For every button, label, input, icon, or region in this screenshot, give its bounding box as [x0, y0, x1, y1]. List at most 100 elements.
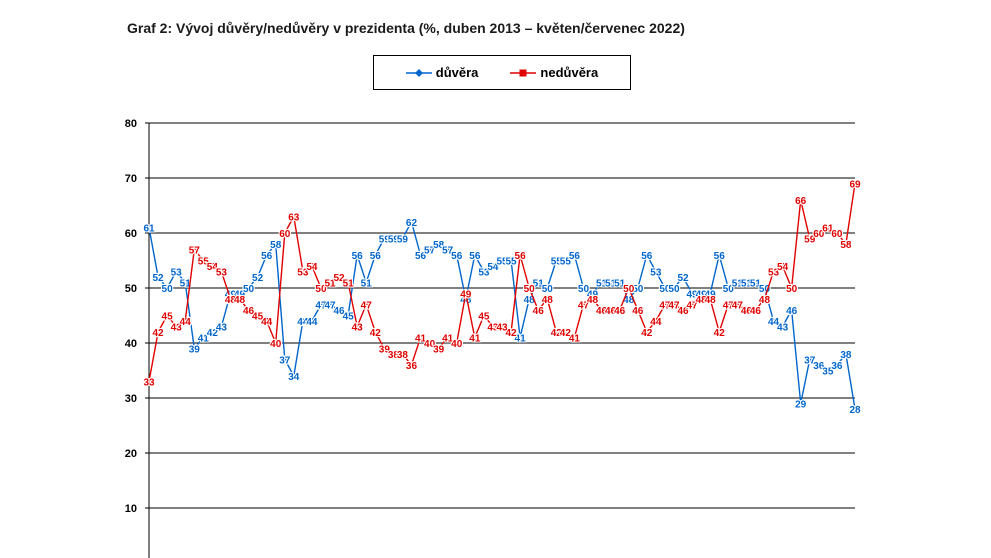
- data-point-neduvera: [381, 345, 388, 352]
- data-point-neduvera: [299, 268, 306, 275]
- data-point-neduvera: [182, 318, 189, 324]
- data-label-duvera: 56: [451, 251, 463, 262]
- data-label-neduvera: 55: [198, 257, 210, 268]
- data-point-duvera: [345, 312, 352, 319]
- data-label-neduvera: 38: [388, 350, 400, 361]
- data-label-neduvera: 48: [696, 295, 708, 306]
- data-label-duvera: 50: [542, 284, 554, 295]
- data-point-neduvera: [607, 307, 614, 313]
- data-label-neduvera: 43: [496, 323, 508, 334]
- data-label-duvera: 55: [505, 257, 517, 268]
- data-label-duvera: 35: [822, 367, 834, 378]
- data-label-duvera: 53: [171, 268, 183, 279]
- data-point-neduvera: [254, 312, 261, 319]
- data-point-duvera: [245, 285, 252, 291]
- data-point-neduvera: [345, 279, 352, 286]
- data-label-neduvera: 51: [343, 279, 355, 290]
- data-label-duvera: 50: [659, 284, 671, 295]
- data-label-neduvera: 58: [840, 240, 852, 251]
- data-label-duvera: 53: [650, 268, 662, 279]
- data-point-neduvera: [725, 301, 732, 308]
- data-point-neduvera: [652, 318, 659, 324]
- data-label-neduvera: 47: [668, 301, 680, 312]
- data-label-neduvera: 46: [677, 306, 689, 317]
- data-point-duvera: [652, 268, 659, 275]
- data-point-duvera: [571, 252, 578, 258]
- data-label-duvera: 46: [786, 306, 798, 317]
- data-label-neduvera: 53: [297, 268, 309, 279]
- data-label-duvera: 41: [515, 334, 527, 345]
- data-label-neduvera: 48: [759, 295, 771, 306]
- data-point-duvera: [625, 296, 632, 302]
- data-label-neduvera: 60: [279, 229, 291, 240]
- data-label-duvera: 55: [496, 257, 508, 268]
- data-label-neduvera: 50: [315, 284, 327, 295]
- data-label-neduvera: 54: [777, 262, 789, 273]
- data-point-neduvera: [770, 268, 777, 275]
- data-label-duvera: 50: [578, 284, 590, 295]
- data-point-neduvera: [571, 334, 578, 341]
- data-point-neduvera: [580, 301, 587, 308]
- data-point-neduvera: [417, 334, 424, 341]
- data-point-neduvera: [272, 340, 279, 346]
- data-label-duvera: 43: [216, 323, 228, 334]
- data-point-duvera: [308, 318, 315, 324]
- data-label-neduvera: 44: [650, 317, 662, 328]
- data-point-neduvera: [390, 351, 397, 357]
- data-point-neduvera: [544, 296, 551, 302]
- data-label-neduvera: 42: [505, 328, 517, 339]
- data-label-neduvera: 54: [306, 262, 318, 273]
- data-label-neduvera: 48: [542, 295, 554, 306]
- data-label-neduvera: 50: [623, 284, 635, 295]
- data-label-neduvera: 69: [849, 180, 861, 191]
- data-label-duvera: 57: [442, 246, 454, 257]
- data-label-duvera: 53: [478, 268, 490, 279]
- data-label-neduvera: 39: [433, 345, 445, 356]
- data-point-neduvera: [444, 334, 451, 341]
- data-label-duvera: 48: [460, 295, 472, 306]
- data-point-duvera: [381, 235, 388, 242]
- data-point-neduvera: [399, 351, 406, 357]
- data-label-duvera: 45: [343, 312, 355, 323]
- legend-swatch-duvera: [405, 68, 432, 77]
- data-point-duvera: [852, 406, 858, 412]
- data-label-neduvera: 47: [687, 301, 699, 312]
- data-label-neduvera: 46: [750, 306, 762, 317]
- data-point-duvera: [824, 367, 831, 374]
- data-label-neduvera: 43: [352, 323, 364, 334]
- data-point-duvera: [209, 329, 216, 335]
- data-label-neduvera: 42: [560, 328, 572, 339]
- data-label-duvera: 47: [315, 301, 327, 312]
- data-point-duvera: [752, 279, 759, 286]
- data-point-duvera: [680, 274, 687, 280]
- data-point-neduvera: [489, 323, 496, 330]
- data-point-neduvera: [643, 329, 650, 335]
- data-label-duvera: 50: [723, 284, 735, 295]
- data-point-duvera: [390, 235, 397, 242]
- legend-swatch-neduvera: [510, 69, 537, 76]
- data-point-duvera: [716, 252, 723, 258]
- data-point-duvera: [562, 257, 569, 264]
- data-point-neduvera: [372, 329, 379, 335]
- data-point-neduvera: [670, 301, 677, 308]
- data-point-neduvera: [598, 307, 605, 313]
- data-point-neduvera: [426, 340, 433, 346]
- data-label-neduvera: 46: [533, 306, 545, 317]
- data-point-duvera: [453, 252, 460, 258]
- data-label-duvera: 51: [750, 279, 762, 290]
- data-point-neduvera: [562, 329, 569, 335]
- data-label-neduvera: 50: [524, 284, 536, 295]
- data-point-duvera: [761, 285, 768, 291]
- data-point-neduvera: [743, 307, 750, 313]
- data-label-duvera: 37: [804, 356, 816, 367]
- data-point-duvera: [689, 290, 696, 297]
- data-point-duvera: [236, 290, 243, 297]
- data-point-duvera: [327, 301, 334, 308]
- data-label-neduvera: 36: [406, 361, 418, 372]
- data-label-duvera: 56: [469, 251, 481, 262]
- data-point-duvera: [535, 279, 542, 286]
- data-label-neduvera: 47: [732, 301, 744, 312]
- legend-item-duvera: důvěra: [405, 65, 478, 80]
- legend-item-neduvera: nedůvěra: [510, 65, 598, 80]
